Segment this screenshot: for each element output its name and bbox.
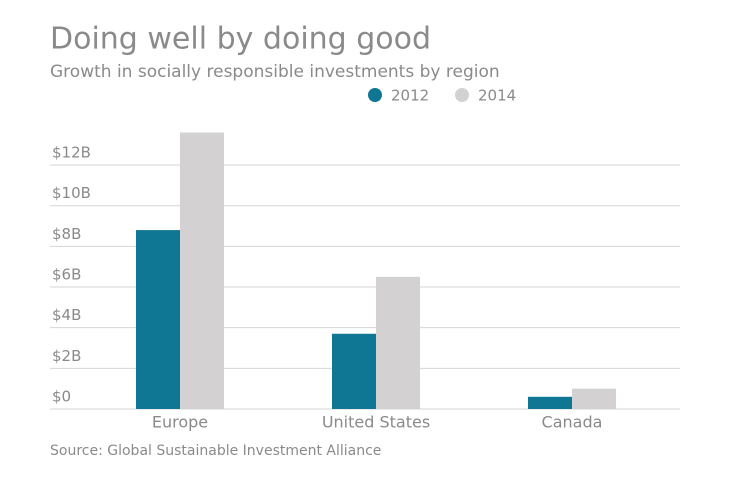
y-tick-label: $0 — [52, 388, 71, 406]
chart-title: Doing well by doing good — [50, 22, 431, 57]
y-tick-label: $10B — [52, 184, 91, 202]
x-tick-label: Europe — [152, 413, 208, 432]
bar — [572, 388, 616, 409]
source-note: Source: Global Sustainable Investment Al… — [50, 443, 381, 459]
y-tick-label: $6B — [52, 266, 81, 284]
y-tick-label: $4B — [52, 306, 81, 324]
y-tick-label: $12B — [52, 144, 91, 162]
y-tick-label: $8B — [52, 225, 81, 243]
legend-label: 2014 — [478, 87, 516, 105]
y-tick-label: $2B — [52, 347, 81, 365]
legend-swatch — [368, 88, 382, 102]
legend-label: 2012 — [391, 87, 429, 105]
bar — [180, 132, 224, 409]
legend-swatch — [455, 88, 469, 102]
bar — [332, 333, 376, 409]
chart-subtitle: Growth in socially responsible investmen… — [50, 62, 500, 82]
bar — [376, 276, 420, 409]
x-tick-label: United States — [322, 413, 430, 432]
bar — [136, 230, 180, 409]
bar — [528, 396, 572, 409]
x-tick-label: Canada — [542, 413, 603, 432]
